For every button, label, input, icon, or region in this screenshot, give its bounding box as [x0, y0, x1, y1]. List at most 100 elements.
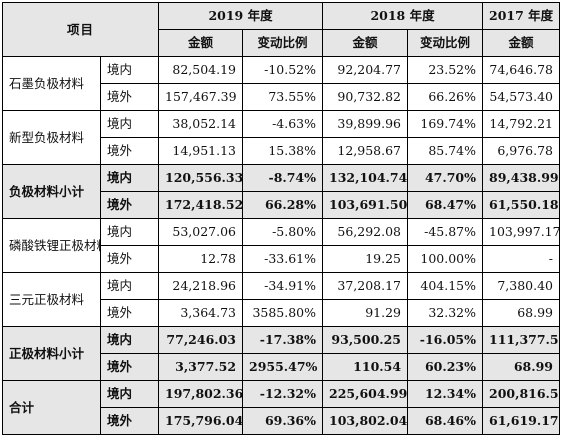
change-2019: 15.38%: [242, 137, 324, 165]
amount-2019: 175,796.04: [158, 407, 244, 435]
change-2018: 68.46%: [407, 407, 484, 435]
region-cell: 境内: [99, 380, 160, 408]
change-2019: -34.91%: [242, 272, 324, 300]
header-change-2019: 变动比例: [242, 29, 324, 57]
header-year-2019: 2019 年度: [158, 2, 324, 30]
change-2018: 60.23%: [407, 353, 484, 381]
region-cell: 境外: [99, 245, 160, 273]
amount-2018: 19.25: [322, 245, 409, 273]
table-row: 境外 14,951.13 15.38% 12,958.67 85.74% 6,9…: [3, 137, 561, 165]
amount-2019: 172,418.52: [158, 191, 244, 219]
amount-2018: 132,104.74: [322, 164, 409, 192]
region-cell: 境外: [99, 407, 160, 435]
region-cell: 境外: [99, 353, 160, 381]
table-row: 境外 3,364.73 3585.80% 91.29 32.32% 68.99: [3, 299, 561, 327]
amount-2018: 225,604.99: [322, 380, 409, 408]
change-2019: 69.36%: [242, 407, 324, 435]
change-2018: 47.70%: [407, 164, 484, 192]
amount-2017: 89,438.99: [482, 164, 561, 192]
header-amount-2019: 金额: [158, 29, 244, 57]
change-2018: 169.74%: [407, 110, 484, 138]
category-cathode-subtotal: 正极材料小计: [2, 326, 101, 381]
change-2019: -17.38%: [242, 326, 324, 354]
amount-2017: 200,816.56: [482, 380, 561, 408]
region-cell: 境内: [99, 56, 160, 84]
change-2019: 2955.47%: [242, 353, 324, 381]
region-cell: 境外: [99, 137, 160, 165]
amount-2017: 14,792.21: [482, 110, 561, 138]
region-cell: 境内: [99, 164, 160, 192]
change-2019: -4.63%: [242, 110, 324, 138]
amount-2019: 157,467.39: [158, 83, 244, 111]
header-year-2018: 2018 年度: [322, 2, 484, 30]
region-cell: 境外: [99, 191, 160, 219]
category-lfp-cathode: 磷酸铁锂正极材料: [2, 218, 101, 273]
table-row: 磷酸铁锂正极材料 境内 53,027.06 -5.80% 56,292.08 -…: [2, 218, 561, 273]
change-2019: -10.52%: [242, 56, 324, 84]
category-anode-subtotal: 负极材料小计: [2, 164, 101, 219]
amount-2017: 74,646.78: [482, 56, 561, 84]
amount-2019: 3,377.52: [158, 353, 244, 381]
table-row: 新型负极材料 境内 38,052.14 -4.63% 39,899.96 169…: [2, 110, 561, 165]
category-new-anode: 新型负极材料: [2, 110, 101, 165]
amount-2018: 56,292.08: [322, 218, 409, 246]
amount-2019: 24,218.96: [158, 272, 244, 300]
subtotal-row: 负极材料小计 境内 120,556.33 -8.74% 132,104.74 4…: [2, 164, 561, 219]
amount-2019: 77,246.03: [158, 326, 244, 354]
region-cell: 境外: [99, 299, 160, 327]
amount-2018: 91.29: [322, 299, 409, 327]
category-grand-total: 合计: [2, 380, 101, 435]
amount-2017: 61,550.18: [482, 191, 561, 219]
table-row: 三元正极材料 境内 24,218.96 -34.91% 37,208.17 40…: [2, 272, 561, 327]
amount-2018: 37,208.17: [322, 272, 409, 300]
revenue-table-container: 项目 2019 年度 2018 年度 2017 年度 金额 变动比例 金额 变动…: [1, 2, 561, 435]
region-cell: 境内: [99, 110, 160, 138]
amount-2019: 53,027.06: [158, 218, 244, 246]
amount-2017: 61,619.17: [482, 407, 561, 435]
amount-2018: 103,691.50: [322, 191, 409, 219]
amount-2018: 92,204.77: [322, 56, 409, 84]
change-2018: -45.87%: [407, 218, 484, 246]
header-item: 项目: [1, 2, 160, 57]
amount-2018: 12,958.67: [322, 137, 409, 165]
amount-2019: 120,556.33: [158, 164, 244, 192]
amount-2018: 90,732.82: [322, 83, 409, 111]
region-cell: 境外: [99, 83, 160, 111]
subtotal-row: 正极材料小计 境内 77,246.03 -17.38% 93,500.25 -1…: [2, 326, 561, 381]
header-change-2018: 变动比例: [407, 29, 484, 57]
amount-2019: 82,504.19: [158, 56, 244, 84]
header-year-2017: 2017 年度: [482, 2, 561, 30]
amount-2019: 197,802.36: [158, 380, 244, 408]
amount-2019: 14,951.13: [158, 137, 244, 165]
change-2018: 68.47%: [407, 191, 484, 219]
amount-2019: 12.78: [158, 245, 244, 273]
table-row: 境外 157,467.39 73.55% 90,732.82 66.26% 54…: [3, 83, 561, 111]
table-row: 境外 12.78 -33.61% 19.25 100.00% -: [3, 245, 561, 273]
table-row: 石墨负极材料 境内 82,504.19 -10.52% 92,204.77 23…: [2, 56, 561, 111]
amount-2018: 110.54: [322, 353, 409, 381]
amount-2017: 54,573.40: [482, 83, 561, 111]
change-2018: 85.74%: [407, 137, 484, 165]
amount-2017: -: [482, 245, 561, 273]
change-2019: 66.28%: [242, 191, 324, 219]
header-amount-2018: 金额: [322, 29, 409, 57]
region-cell: 境内: [99, 272, 160, 300]
change-2018: 23.52%: [407, 56, 484, 84]
change-2019: -8.74%: [242, 164, 324, 192]
revenue-by-region-table: 项目 2019 年度 2018 年度 2017 年度 金额 变动比例 金额 变动…: [1, 2, 561, 435]
region-cell: 境内: [99, 218, 160, 246]
change-2019: 73.55%: [242, 83, 324, 111]
amount-2017: 103,997.17: [482, 218, 561, 246]
change-2018: 32.32%: [407, 299, 484, 327]
change-2019: -33.61%: [242, 245, 324, 273]
change-2018: 100.00%: [407, 245, 484, 273]
amount-2018: 39,899.96: [322, 110, 409, 138]
header-amount-2017: 金额: [482, 29, 561, 57]
region-cell: 境内: [99, 326, 160, 354]
amount-2019: 3,364.73: [158, 299, 244, 327]
change-2018: 12.34%: [407, 380, 484, 408]
amount-2018: 93,500.25: [322, 326, 409, 354]
change-2019: -5.80%: [242, 218, 324, 246]
change-2018: -16.05%: [407, 326, 484, 354]
amount-2017: 68.99: [482, 299, 561, 327]
